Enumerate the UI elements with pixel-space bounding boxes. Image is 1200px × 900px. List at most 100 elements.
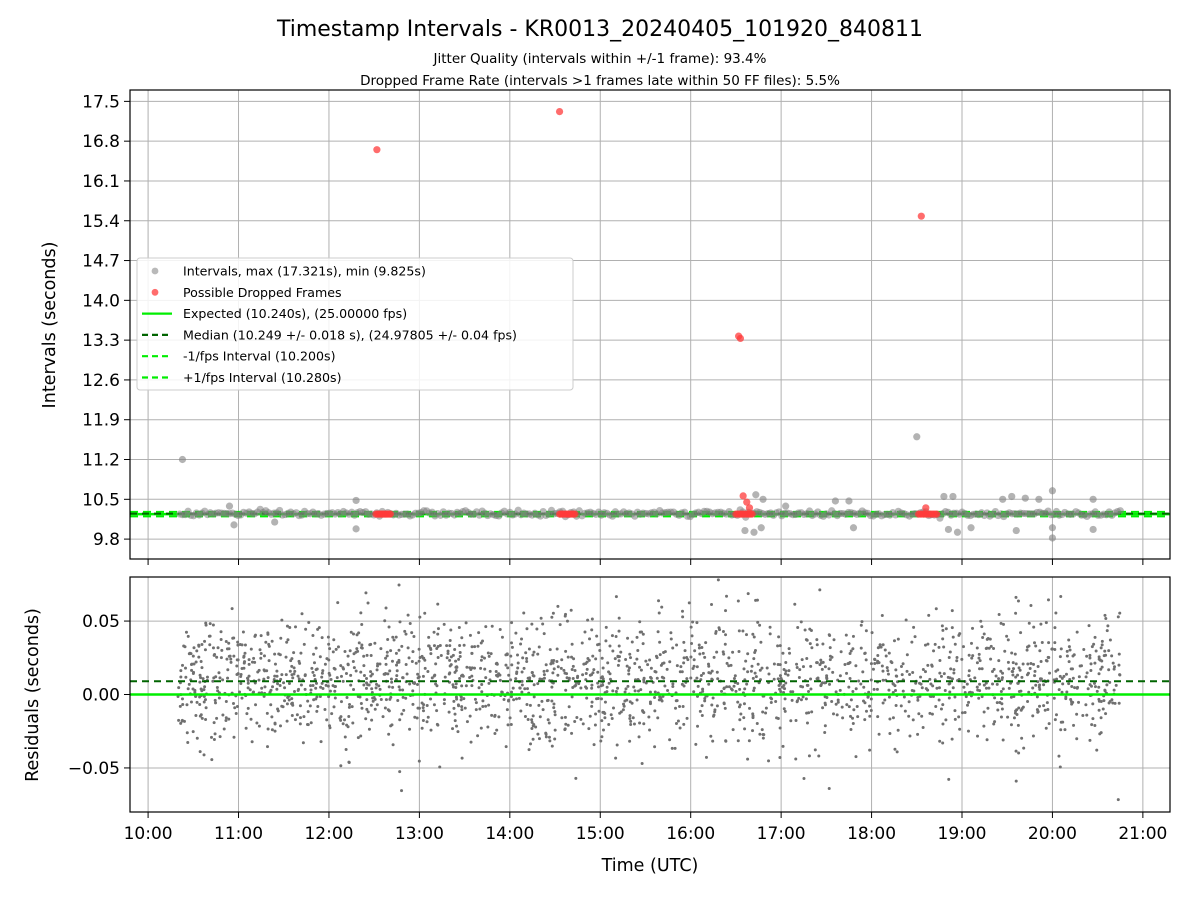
residual-point — [701, 689, 705, 693]
residual-point — [204, 623, 208, 627]
residual-point — [859, 682, 863, 686]
residual-point — [311, 670, 315, 674]
residual-point — [455, 665, 459, 669]
residual-point — [234, 711, 238, 715]
residual-point — [257, 678, 261, 682]
residual-point — [378, 687, 382, 691]
residual-point — [1055, 677, 1059, 681]
residual-point — [507, 673, 511, 677]
residual-point — [341, 722, 345, 726]
residual-point — [601, 666, 605, 670]
residual-point — [1107, 649, 1111, 653]
residual-point — [553, 737, 557, 741]
residual-point — [333, 689, 337, 693]
residual-point — [816, 676, 820, 680]
residual-point — [1013, 711, 1017, 715]
residual-point — [214, 701, 218, 705]
residual-point — [198, 702, 202, 706]
residual-point — [495, 728, 499, 732]
residual-point — [893, 747, 897, 751]
residual-point — [290, 673, 294, 677]
residual-point — [572, 657, 576, 661]
residual-point — [398, 688, 402, 692]
residual-point — [344, 748, 348, 752]
residual-point — [743, 687, 747, 691]
residual-point — [200, 642, 204, 646]
residual-point — [299, 651, 303, 655]
residual-point — [296, 674, 300, 678]
residual-point — [704, 755, 708, 759]
residual-point — [1005, 634, 1009, 638]
residual-point — [304, 627, 308, 631]
residual-point — [696, 684, 700, 688]
residual-point — [242, 654, 246, 658]
residual-point — [695, 621, 699, 625]
residual-point — [782, 690, 786, 694]
residual-point — [216, 689, 220, 693]
residual-point — [948, 681, 952, 685]
residual-point — [243, 660, 247, 664]
residual-point — [562, 668, 566, 672]
residual-point — [982, 683, 986, 687]
residual-point — [627, 666, 631, 670]
residual-point — [1097, 685, 1101, 689]
residual-point — [312, 652, 316, 656]
residual-point — [846, 662, 850, 666]
residual-point — [214, 675, 218, 679]
residual-point — [192, 662, 196, 666]
residual-point — [844, 633, 848, 637]
residual-point — [575, 715, 579, 719]
residual-point — [476, 644, 480, 648]
residual-point — [663, 684, 667, 688]
residual-point — [1113, 701, 1117, 705]
residual-point — [942, 672, 946, 676]
residual-point — [978, 659, 982, 663]
residual-point — [389, 724, 393, 728]
residual-point — [701, 687, 705, 691]
residual-point — [900, 673, 904, 677]
residual-point — [964, 695, 968, 699]
residual-point — [1025, 648, 1029, 652]
residual-point — [630, 640, 634, 644]
residual-point — [638, 620, 642, 624]
residual-point — [921, 726, 925, 730]
residual-point — [408, 727, 412, 731]
residual-point — [429, 652, 433, 656]
residual-point — [656, 716, 660, 720]
residual-point — [300, 612, 304, 616]
residual-point — [200, 666, 204, 670]
residual-point — [1102, 654, 1106, 658]
residual-point — [810, 710, 814, 714]
residual-point — [971, 654, 975, 658]
residual-point — [516, 666, 520, 670]
residual-point — [556, 604, 560, 608]
residual-point — [691, 666, 695, 670]
residual-point — [540, 677, 544, 681]
residual-point — [776, 644, 780, 648]
residual-point — [1093, 685, 1097, 689]
residual-point — [1090, 723, 1094, 727]
residual-point — [863, 718, 867, 722]
residual-point — [242, 666, 246, 670]
residual-point — [383, 672, 387, 676]
residual-point — [560, 658, 564, 662]
residual-point — [286, 696, 290, 700]
residual-point — [783, 697, 787, 701]
residual-point — [790, 698, 794, 702]
residual-point — [582, 662, 586, 666]
residual-point — [1095, 689, 1099, 693]
residual-point — [181, 663, 185, 667]
residual-point — [534, 725, 538, 729]
residual-point — [910, 640, 914, 644]
residual-point — [894, 674, 898, 678]
residual-point — [394, 651, 398, 655]
residual-point — [571, 664, 575, 668]
residual-point — [1058, 655, 1062, 659]
residual-point — [681, 615, 685, 619]
residual-point — [385, 654, 389, 658]
residual-point — [297, 659, 301, 663]
residual-point — [270, 728, 274, 732]
residual-point — [287, 681, 291, 685]
residual-point — [470, 651, 474, 655]
residual-point — [465, 665, 469, 669]
